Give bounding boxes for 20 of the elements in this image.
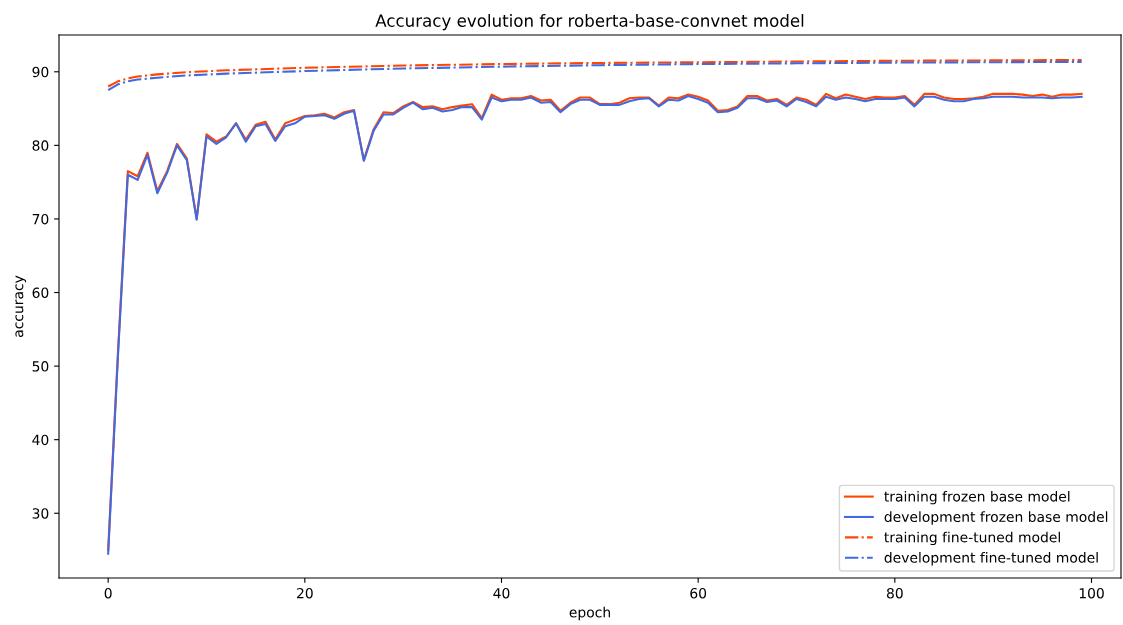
- y-tick-label: 40: [32, 434, 49, 446]
- chart-title: Accuracy evolution for roberta-base-convnet model: [375, 14, 804, 31]
- x-tick-label: 80: [886, 587, 903, 599]
- y-tick-label: 30: [32, 508, 49, 519]
- y-axis-title: accuracy: [15, 275, 27, 337]
- legend-label: development fine-tuned model: [884, 552, 1098, 566]
- y-tick-label: 80: [32, 140, 49, 151]
- y-tick-label: 90: [32, 66, 49, 78]
- legend-label: development frozen base model: [884, 511, 1108, 525]
- y-tick-label: 50: [32, 361, 49, 372]
- y-tick-label: 60: [32, 287, 49, 298]
- x-tick-label: 40: [493, 587, 510, 599]
- x-tick-label: 100: [1079, 587, 1104, 599]
- x-tick-label: 0: [104, 587, 112, 599]
- x-tick-label: 20: [297, 587, 313, 599]
- y-tick-label: 70: [32, 213, 49, 225]
- x-axis-title: epoch: [569, 606, 610, 621]
- x-tick-label: 60: [690, 587, 707, 599]
- legend-label: training fine-tuned model: [884, 531, 1060, 546]
- legend-label: training frozen base model: [884, 490, 1070, 505]
